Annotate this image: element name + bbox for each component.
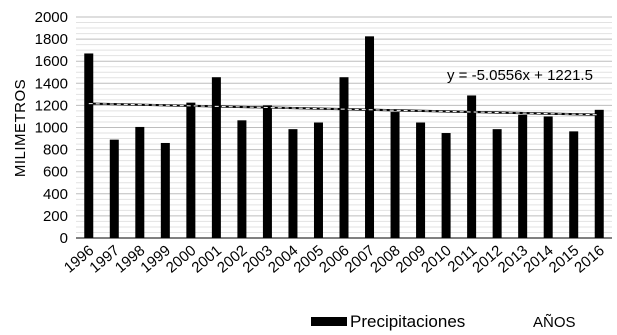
bar-series <box>84 36 604 239</box>
y-tick-label: 1400 <box>35 75 68 92</box>
legend: Precipitaciones <box>311 312 465 331</box>
y-tick-label: 400 <box>43 186 68 203</box>
bar <box>492 129 502 238</box>
y-tick-label: 0 <box>60 230 68 247</box>
y-tick-label: 1200 <box>35 97 68 114</box>
y-tick-label: 800 <box>43 142 68 159</box>
bar <box>109 139 119 238</box>
trendline-group <box>88 102 600 116</box>
bar <box>186 102 196 238</box>
bar <box>416 122 426 238</box>
bar <box>569 131 579 238</box>
bar <box>237 120 247 238</box>
y-tick-label: 2000 <box>35 9 68 26</box>
bar <box>160 142 170 238</box>
y-tick-labels: 0 200 400 600 800 1000 1200 1400 1600 1800 2000 <box>35 9 68 247</box>
bar <box>390 112 400 238</box>
y-tick-label: 1000 <box>35 120 68 137</box>
legend-label: Precipitaciones <box>350 312 465 331</box>
y-tick-label: 1600 <box>35 53 68 70</box>
bar <box>467 95 477 238</box>
bar <box>365 36 375 239</box>
x-tick-labels: 1996199719981999200020012002200320042005… <box>61 242 608 276</box>
bar <box>594 109 604 238</box>
bar <box>441 133 451 238</box>
x-tick-label: 2016 <box>571 242 607 276</box>
bar <box>84 53 94 239</box>
y-tick-label: 600 <box>43 164 68 181</box>
bar <box>211 77 221 238</box>
x-axis-title: AÑOS <box>533 314 576 331</box>
y-tick-label: 200 <box>43 208 68 225</box>
legend-swatch <box>311 317 347 326</box>
bar <box>288 129 298 238</box>
trendline-equation: y = -5.0556x + 1221.5 <box>447 67 593 84</box>
bar <box>262 105 272 239</box>
trendline-dash <box>88 103 600 116</box>
bar <box>339 77 349 238</box>
bar <box>135 126 145 238</box>
y-axis-title: MILIMETROS <box>12 79 29 177</box>
bar <box>543 116 553 238</box>
y-tick-label: 1800 <box>35 31 68 48</box>
bar <box>313 122 323 238</box>
bar <box>518 114 528 238</box>
